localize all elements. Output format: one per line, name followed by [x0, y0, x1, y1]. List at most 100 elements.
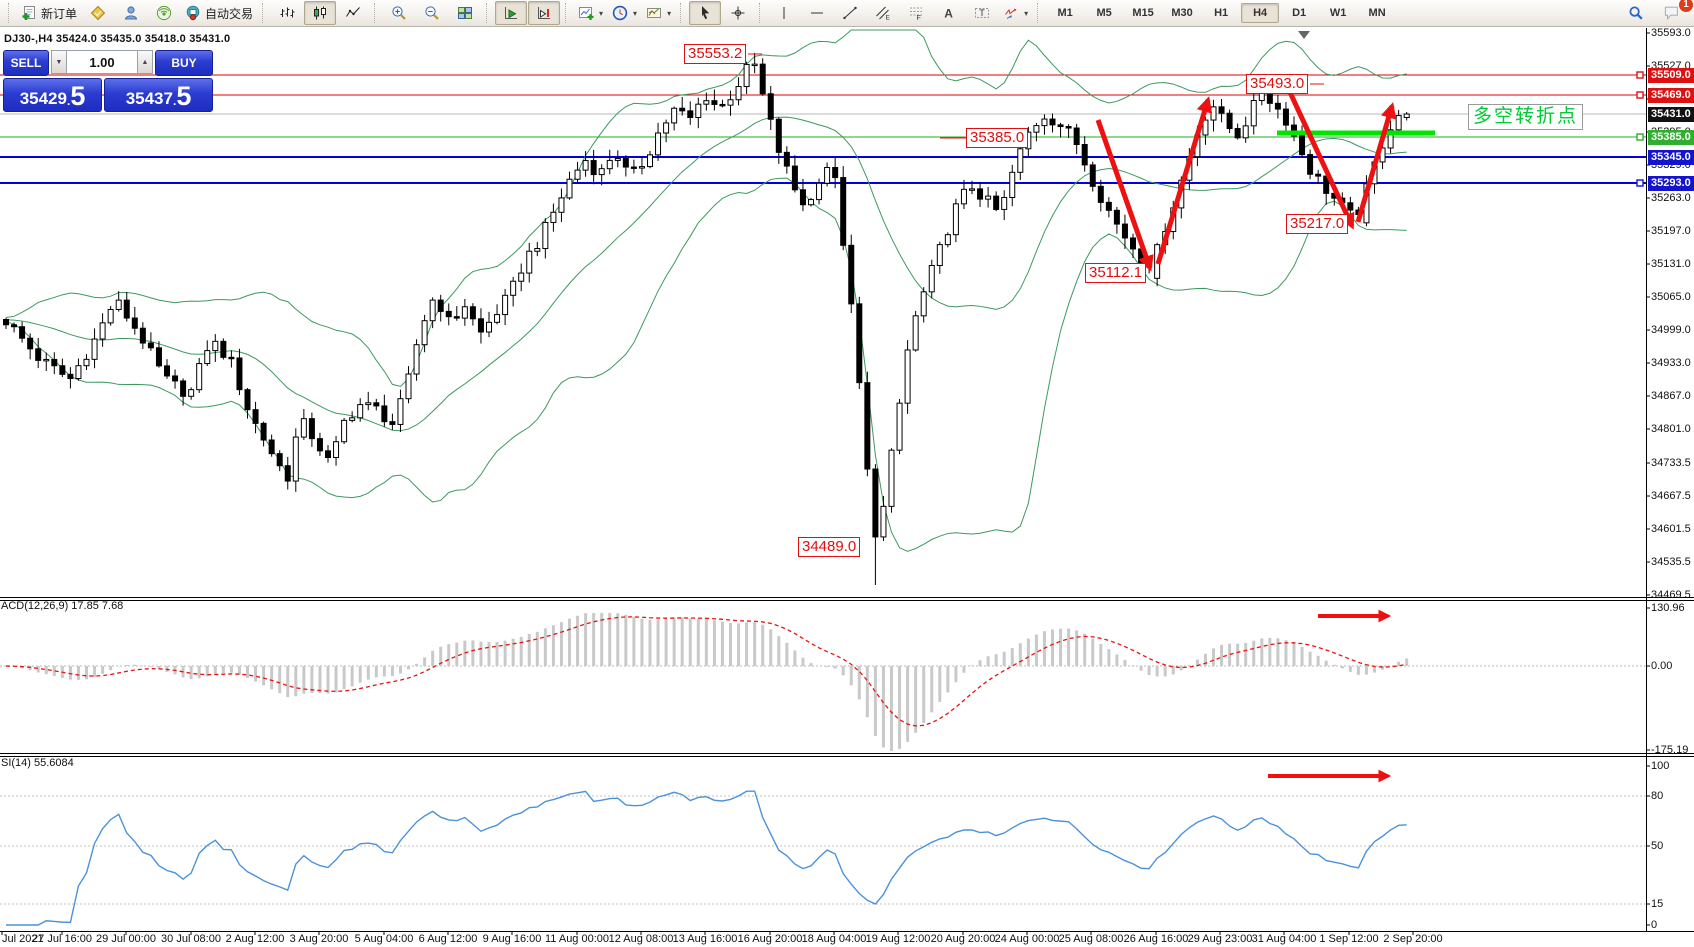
buy-button[interactable]: BUY	[155, 50, 213, 76]
price-callout-35385.0[interactable]: 35385.0	[966, 128, 1029, 148]
cursor-button[interactable]	[689, 1, 722, 25]
trend-arrow-4[interactable]	[1355, 102, 1397, 223]
indicators-button[interactable]: ▾	[574, 1, 607, 25]
tf-w1-button-label: W1	[1329, 7, 1347, 19]
time-axis-label: 6 Aug 12:00	[418, 933, 478, 945]
search-button[interactable]	[1620, 1, 1652, 25]
support-trend-segment[interactable]	[1277, 130, 1435, 136]
chart-shift-marker[interactable]	[1298, 31, 1310, 39]
tf-h4-button[interactable]: H4	[1241, 3, 1280, 23]
auto-scroll-button[interactable]	[495, 1, 528, 25]
bar-chart-button[interactable]	[271, 1, 303, 25]
tf-w1-button[interactable]: W1	[1319, 3, 1357, 23]
zoom-in-button[interactable]	[383, 1, 415, 25]
journal-icon	[90, 5, 106, 21]
time-axis-label: 31 Aug 04:00	[1251, 933, 1317, 945]
text-button[interactable]: A	[933, 1, 965, 25]
trend-arrow-1[interactable]	[1095, 119, 1154, 272]
line-chart-icon	[345, 5, 361, 21]
autotrade-button[interactable]: 自动交易	[181, 1, 257, 25]
toolbar-separator	[565, 3, 569, 23]
zoom-out-button[interactable]	[416, 1, 448, 25]
tf-m30-button[interactable]: M30	[1163, 3, 1201, 23]
volume-increase-button[interactable]: ▲	[137, 50, 153, 74]
vertical-line-button[interactable]	[768, 1, 800, 25]
dropdown-caret-icon[interactable]: ▾	[599, 8, 604, 18]
dropdown-caret-icon[interactable]: ▾	[1024, 8, 1029, 18]
chart-shift-button[interactable]	[528, 1, 561, 25]
price-callout-35217.0[interactable]: 35217.0	[1286, 214, 1349, 234]
time-axis-label: 2 Aug 12:00	[225, 933, 285, 945]
candlestick-button[interactable]	[304, 1, 337, 25]
price-tick-label: 35131.0	[1651, 258, 1691, 270]
price-badge-35469.0: 35469.0	[1648, 87, 1694, 103]
price-tick-label: 34469.5	[1651, 589, 1691, 601]
horizontal-line-button[interactable]	[801, 1, 833, 25]
dropdown-caret-icon[interactable]: ▾	[667, 8, 672, 18]
arrows-button[interactable]: ▾	[999, 1, 1032, 25]
price-callout-34489.0[interactable]: 34489.0	[798, 537, 861, 557]
price-callout-35112.1[interactable]: 35112.1	[1085, 263, 1147, 283]
tf-m5-button[interactable]: M5	[1085, 3, 1123, 23]
tf-mn-button[interactable]: MN	[1358, 3, 1396, 23]
macd-scale-label: 130.96	[1651, 602, 1685, 614]
templates-button[interactable]: ▾	[642, 1, 675, 25]
price-tick-label: 34733.5	[1651, 457, 1691, 469]
fibonacci-button[interactable]: F	[900, 1, 932, 25]
volume-decrease-button[interactable]: ▼	[51, 50, 67, 74]
price-callout-35493.0[interactable]: 35493.0	[1246, 74, 1309, 94]
svg-text:F: F	[917, 15, 921, 21]
volume-input[interactable]	[67, 50, 137, 74]
toolbar-separator	[8, 3, 12, 23]
periods-button[interactable]: ▾	[608, 1, 641, 25]
text-icon: A	[941, 5, 957, 21]
time-axis-label: 18 Aug 04:00	[801, 933, 867, 945]
toolbar-right-cluster: 1	[1620, 0, 1693, 25]
crosshair-button[interactable]	[722, 1, 754, 25]
svg-text:A: A	[944, 7, 953, 21]
new-order-button[interactable]: 新订单	[17, 1, 81, 25]
bollinger-lower-band	[5, 177, 1407, 552]
signal-button[interactable]	[148, 1, 180, 25]
tf-h1-button-label: H1	[1214, 7, 1229, 19]
bollinger-upper-band	[5, 29, 1407, 387]
tf-h1-button[interactable]: H1	[1202, 3, 1240, 23]
chat-button[interactable]: 1	[1656, 0, 1693, 25]
time-axis-label: 5 Aug 04:00	[354, 933, 414, 945]
journal-button[interactable]	[82, 1, 114, 25]
price-badge-35385.0: 35385.0	[1648, 129, 1694, 145]
rsi-scale-label: 100	[1651, 760, 1670, 772]
bid-price[interactable]: 35429. 5	[3, 78, 103, 112]
tf-m15-button[interactable]: M15	[1124, 3, 1162, 23]
tf-m1-button[interactable]: M1	[1046, 3, 1084, 23]
rsi-line	[6, 790, 1407, 926]
channel-button[interactable]: E	[867, 1, 899, 25]
signal-icon	[156, 5, 172, 21]
time-axis-label: Jul 2021	[2, 933, 44, 945]
bid-int: 35429	[19, 89, 67, 108]
ask-price[interactable]: 35437. 5	[104, 78, 213, 112]
fibonacci-icon: F	[908, 5, 924, 21]
text-label-button[interactable]: T	[966, 1, 998, 25]
tf-m5-button-label: M5	[1096, 7, 1112, 19]
trend-arrow-2[interactable]	[1155, 96, 1213, 265]
chart-window[interactable]: DJ30-,H4 35424.0 35435.0 35418.0 35431.0…	[0, 27, 1694, 947]
trend-line-button[interactable]	[834, 1, 866, 25]
price-chart-canvas[interactable]	[0, 28, 1694, 947]
line-chart-button[interactable]	[337, 1, 369, 25]
profile-button[interactable]	[115, 1, 147, 25]
tf-d1-button[interactable]: D1	[1280, 3, 1318, 23]
price-tick-label: 34535.5	[1651, 556, 1691, 568]
search-icon	[1628, 5, 1644, 21]
note-box-reversal-point[interactable]: 多空转折点	[1468, 104, 1584, 130]
tf-h4-button-label: H4	[1253, 7, 1268, 19]
time-axis-label: 30 Jul 08:00	[161, 933, 221, 945]
tile-windows-button[interactable]	[449, 1, 481, 25]
sell-button[interactable]: SELL	[3, 50, 49, 76]
dropdown-caret-icon[interactable]: ▾	[633, 8, 638, 18]
time-axis-label: 11 Aug 00:00	[544, 933, 610, 945]
price-callout-35553.2[interactable]: 35553.2	[684, 44, 747, 64]
price-tick-label: 34801.0	[1651, 423, 1691, 435]
time-axis-label: 29 Aug 23:00	[1187, 933, 1253, 945]
trend-arrow-3[interactable]	[1285, 86, 1355, 230]
